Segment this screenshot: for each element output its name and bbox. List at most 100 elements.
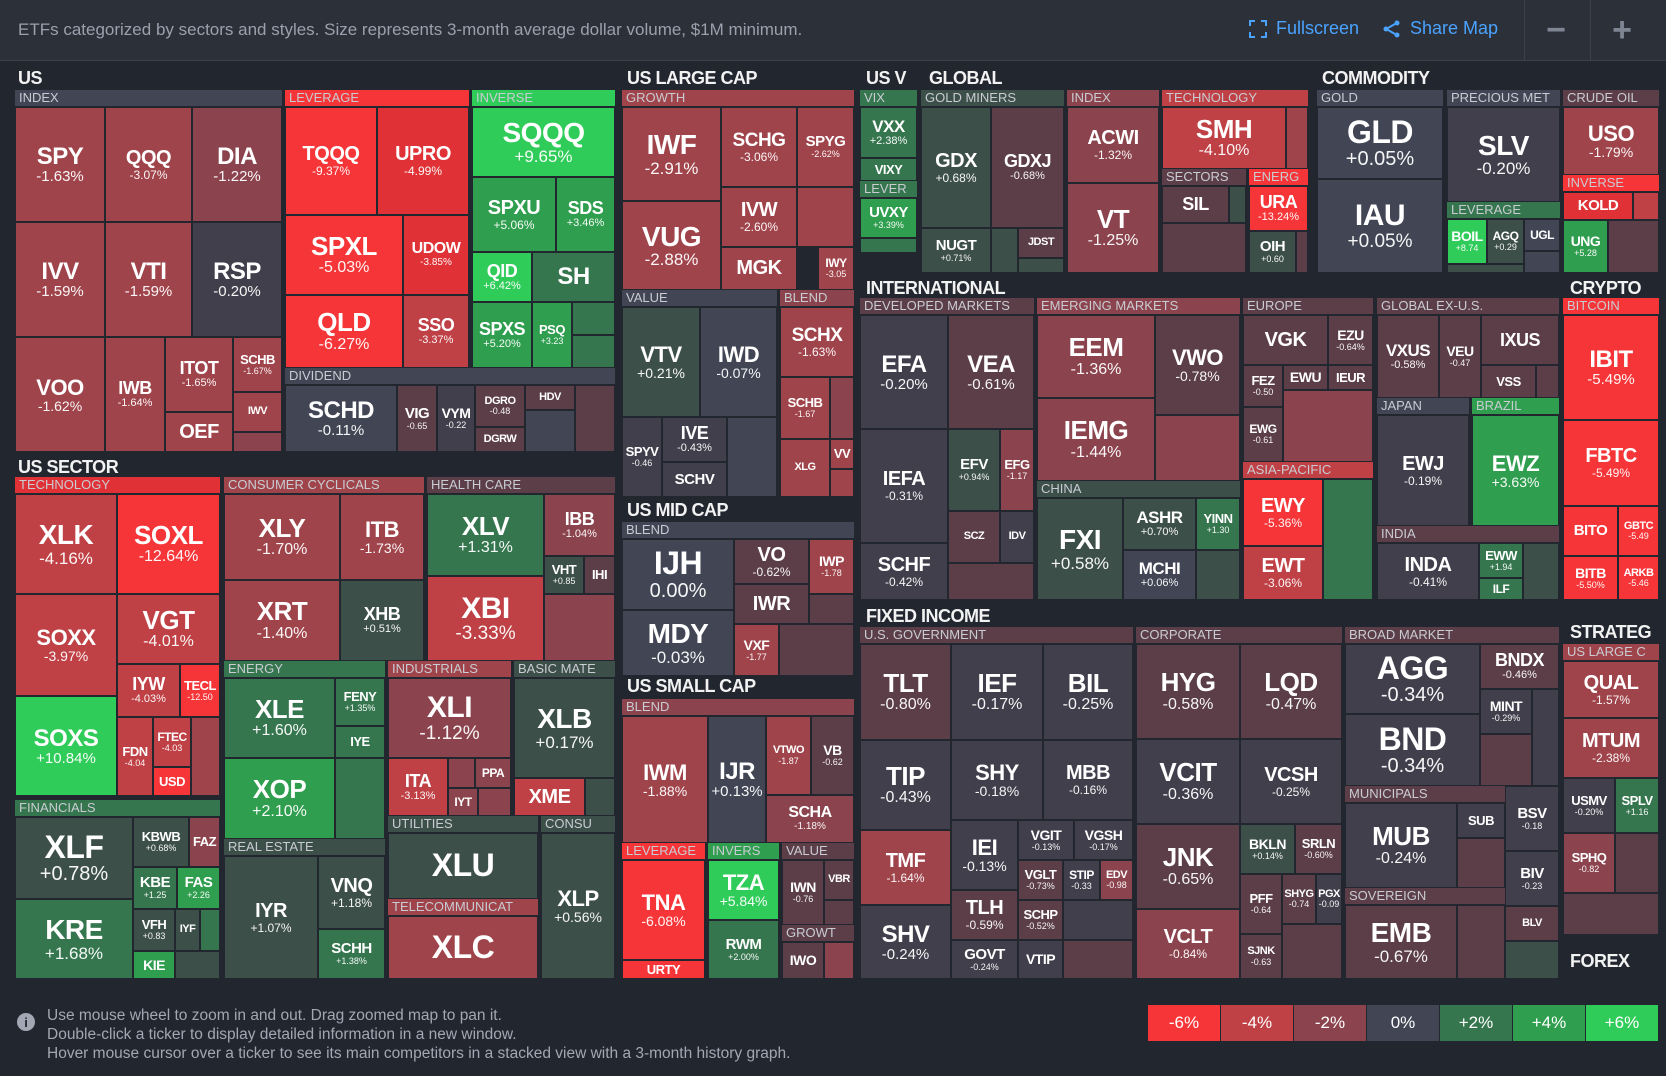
ticker-tile[interactable]: XLP +0.56% <box>541 833 615 979</box>
ticker-tile[interactable]: IBIT -5.49% <box>1563 315 1659 420</box>
ticker-tile[interactable]: XLG <box>780 439 830 497</box>
ticker-tile[interactable]: GLD +0.05% <box>1317 107 1443 179</box>
section-header[interactable]: LEVER <box>860 181 917 197</box>
small-ticker-tile[interactable] <box>585 778 615 816</box>
section-header[interactable]: US LARGE C <box>1563 644 1659 660</box>
small-ticker-tile[interactable] <box>797 187 854 247</box>
ticker-tile[interactable]: GDXJ -0.68% <box>991 107 1064 228</box>
ticker-tile[interactable]: BOIL +8.74 <box>1447 219 1487 264</box>
ticker-tile[interactable]: SHYG -0.74 <box>1282 874 1316 924</box>
section-header[interactable]: VALUE <box>622 290 777 306</box>
ticker-tile[interactable]: IBB -1.04% <box>544 494 615 556</box>
section-header[interactable]: GLOBAL EX-U.S. <box>1377 298 1559 314</box>
small-ticker-tile[interactable] <box>478 788 511 816</box>
ticker-tile[interactable]: BND -0.34% <box>1345 714 1480 786</box>
ticker-tile[interactable]: SIL <box>1162 186 1229 223</box>
ticker-tile[interactable]: VXUS -0.58% <box>1377 315 1439 398</box>
section-header[interactable]: BROAD MARKET <box>1345 627 1559 643</box>
ticker-tile[interactable]: IEUR <box>1328 365 1373 390</box>
ticker-tile[interactable]: VGK <box>1243 315 1328 365</box>
section-header[interactable]: CRUDE OIL <box>1563 90 1659 106</box>
ticker-tile[interactable]: TLT -0.80% <box>860 644 951 740</box>
ticker-tile[interactable]: SCHF -0.42% <box>860 543 948 600</box>
ticker-tile[interactable]: IWF -2.91% <box>622 107 721 201</box>
ticker-tile[interactable]: UNG +5.28 <box>1563 220 1608 273</box>
ticker-tile[interactable]: IWO <box>782 942 824 979</box>
ticker-tile[interactable]: GBTC -5.49 <box>1618 506 1659 556</box>
ticker-tile[interactable]: IEMG -1.44% <box>1037 398 1155 481</box>
ticker-tile[interactable]: VGT -4.01% <box>117 594 220 664</box>
ticker-tile[interactable]: UGL <box>1524 219 1560 251</box>
ticker-tile[interactable]: XLK -4.16% <box>15 494 117 594</box>
ticker-tile[interactable]: XLE +1.60% <box>224 678 335 758</box>
ticker-tile[interactable]: TMF -1.64% <box>860 830 951 905</box>
ticker-tile[interactable]: IWY -3.05 <box>818 247 854 290</box>
ticker-tile[interactable]: SPXS +5.20% <box>472 302 532 368</box>
ticker-tile[interactable]: EWJ -0.19% <box>1377 415 1469 526</box>
ticker-tile[interactable]: XRT -1.40% <box>224 580 340 661</box>
section-header[interactable]: EMERGING MARKETS <box>1037 298 1240 314</box>
small-ticker-tile[interactable] <box>779 624 854 676</box>
section-header[interactable]: PRECIOUS MET <box>1447 90 1560 106</box>
share-map-button[interactable]: Share Map <box>1382 18 1498 39</box>
section-header[interactable]: INDUSTRIALS <box>388 661 511 677</box>
section-header[interactable]: BASIC MATE <box>514 661 615 677</box>
small-ticker-tile[interactable] <box>1505 941 1559 979</box>
ticker-tile[interactable]: BIL -0.25% <box>1043 644 1133 740</box>
ticker-tile[interactable]: XLB +0.17% <box>514 678 615 778</box>
ticker-tile[interactable]: IYT <box>448 788 478 816</box>
ticker-tile[interactable]: FTEC -4.03 <box>153 717 191 767</box>
small-ticker-tile[interactable] <box>1633 192 1659 220</box>
section-header[interactable]: CORPORATE <box>1136 627 1342 643</box>
small-ticker-tile[interactable] <box>1323 479 1373 600</box>
heat-map[interactable]: US US SECTOR US LARGE CAP US V GLOBAL COMMODI… <box>0 0 1666 990</box>
ticker-tile[interactable]: GOVT -0.24% <box>951 940 1018 979</box>
ticker-tile[interactable]: XLF +0.78% <box>15 817 133 899</box>
section-header[interactable]: CHINA <box>1037 481 1240 497</box>
ticker-tile[interactable]: IWM -1.88% <box>622 716 708 843</box>
ticker-tile[interactable]: FENY +1.35% <box>335 678 385 726</box>
ticker-tile[interactable]: EFG -1.17 <box>1000 429 1034 511</box>
small-ticker-tile[interactable] <box>544 594 615 661</box>
ticker-tile[interactable]: VGSH -0.17% <box>1074 820 1133 860</box>
ticker-tile[interactable]: TLH -0.59% <box>951 890 1018 940</box>
ticker-tile[interactable]: SOXL -12.64% <box>117 494 220 594</box>
ticker-tile[interactable]: IYR +1.07% <box>224 856 318 979</box>
ticker-tile[interactable]: SLV -0.20% <box>1447 107 1560 202</box>
ticker-tile[interactable]: KBWB +0.68% <box>133 817 189 867</box>
ticker-tile[interactable]: MUB -0.24% <box>1345 803 1457 888</box>
section-header[interactable]: INVERSE <box>1563 175 1659 191</box>
ticker-tile[interactable]: IWD -0.07% <box>700 307 777 417</box>
section-header[interactable]: SOVEREIGN <box>1345 888 1505 904</box>
ticker-tile[interactable]: SSO -3.37% <box>403 295 469 368</box>
ticker-tile[interactable]: VCSH -0.25% <box>1240 739 1342 824</box>
ticker-tile[interactable]: UVXY +3.39% <box>860 198 917 238</box>
section-header[interactable]: ASIA-PACIFIC <box>1243 462 1373 478</box>
small-ticker-tile[interactable] <box>948 563 1034 600</box>
ticker-tile[interactable]: LQD -0.47% <box>1240 644 1342 739</box>
small-ticker-tile[interactable] <box>572 302 615 335</box>
section-header[interactable]: LEVERAGE <box>622 843 705 859</box>
small-ticker-tile[interactable] <box>448 758 475 788</box>
section-header[interactable]: DIVIDEND <box>285 368 615 384</box>
ticker-tile[interactable]: VNQ +1.18% <box>318 856 385 929</box>
ticker-tile[interactable]: XLY -1.70% <box>224 494 340 580</box>
small-ticker-tile[interactable] <box>335 758 385 839</box>
ticker-tile[interactable]: VFH +0.83 <box>133 909 175 951</box>
section-header[interactable]: TECHNOLOGY <box>15 477 220 493</box>
ticker-tile[interactable]: QUAL -1.57% <box>1563 661 1659 718</box>
section-header[interactable]: INDIA <box>1377 526 1559 542</box>
small-ticker-tile[interactable] <box>525 410 575 452</box>
ticker-tile[interactable]: VCLT -0.84% <box>1136 909 1240 979</box>
ticker-tile[interactable]: VBR <box>824 860 854 900</box>
section-header[interactable]: TECHNOLOGY <box>1162 90 1308 106</box>
section-header[interactable]: INVERS <box>708 843 779 859</box>
section-header[interactable]: DEVELOPED MARKETS <box>860 298 1034 314</box>
ticker-tile[interactable]: SJNK -0.63 <box>1240 934 1282 979</box>
ticker-tile[interactable]: BKLN +0.14% <box>1240 824 1295 874</box>
ticker-tile[interactable]: VV <box>830 439 854 469</box>
ticker-tile[interactable]: TNA -6.08% <box>622 860 705 960</box>
section-header[interactable]: ENERG <box>1249 169 1308 185</box>
ticker-tile[interactable]: IEFA -0.31% <box>860 429 948 543</box>
ticker-tile[interactable]: EEM -1.36% <box>1037 315 1155 398</box>
